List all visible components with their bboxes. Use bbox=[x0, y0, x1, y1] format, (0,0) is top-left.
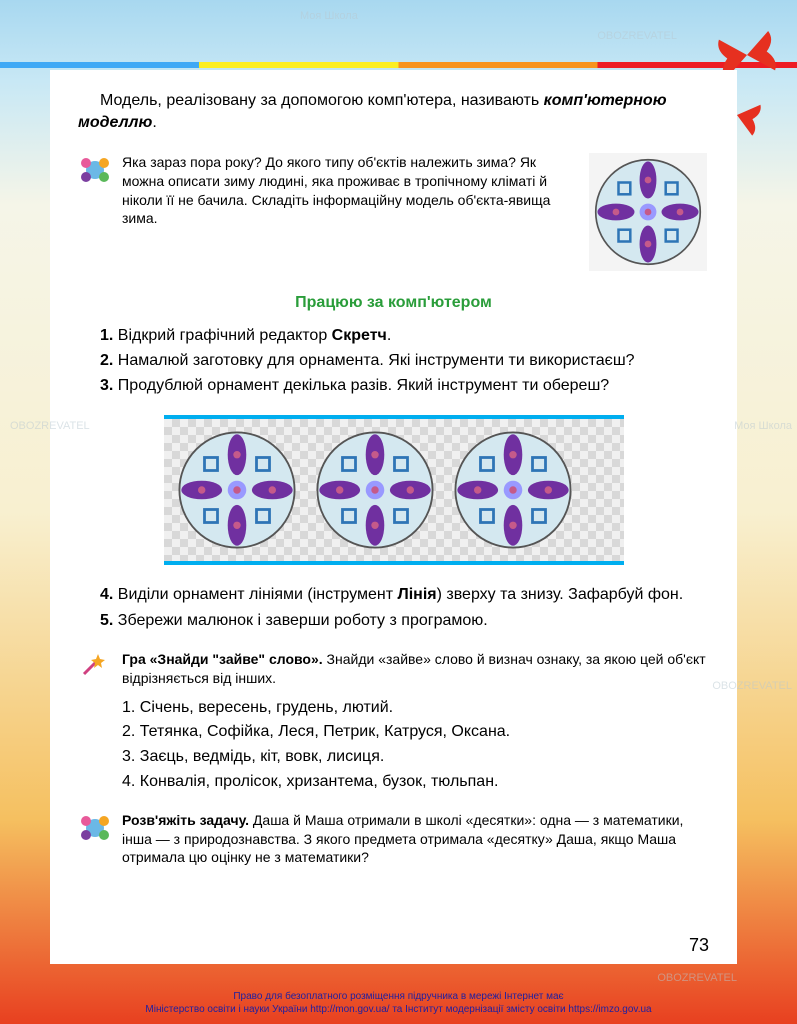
watermark: OBOZREVATEL bbox=[657, 972, 737, 984]
numbered-steps: 1. Відкрий графічний редактор Скретч. 2.… bbox=[78, 324, 709, 398]
question-text: Яка зараз пора року? До якого типу об'єк… bbox=[122, 153, 579, 276]
watermark: Моя Школа bbox=[300, 10, 358, 22]
task-text-wrap: Розв'яжіть задачу. Даша й Маша отримали … bbox=[122, 811, 709, 868]
footer-credits: Право для безоплатного розміщення підруч… bbox=[0, 990, 797, 1016]
watermark: OBOZREVATEL bbox=[597, 30, 677, 42]
wand-icon bbox=[78, 650, 112, 688]
intro-text: Модель, реалізовану за допомогою комп'ют… bbox=[100, 92, 544, 109]
page-number: 73 bbox=[689, 935, 709, 956]
footer-line-1: Право для безоплатного розміщення підруч… bbox=[0, 990, 797, 1003]
intro-period: . bbox=[152, 114, 156, 131]
ornament-thumbnail bbox=[589, 153, 709, 276]
question-block: Яка зараз пора року? До якого типу об'єк… bbox=[78, 153, 709, 276]
game-line-4: 4. Конвалія, пролісок, хризантема, бузок… bbox=[122, 770, 709, 795]
step-1: 1. Відкрий графічний редактор Скретч. bbox=[78, 324, 709, 347]
numbered-steps-2: 4. Виділи орнамент лініями (інструмент Л… bbox=[78, 583, 709, 631]
step-5: 5. Збережи малюнок і заверши роботу з пр… bbox=[78, 609, 709, 632]
game-line-3: 3. Заєць, ведмідь, кіт, вовк, лисиця. bbox=[122, 745, 709, 770]
step-3: 3. Продублюй орнамент декілька разів. Як… bbox=[78, 374, 709, 397]
page-content: Модель, реалізовану за допомогою комп'ют… bbox=[50, 70, 737, 964]
footer-line-2: Міністерство освіти і науки України http… bbox=[0, 1003, 797, 1016]
step-4: 4. Виділи орнамент лініями (інструмент Л… bbox=[78, 583, 709, 606]
game-line-2: 2. Тетянка, Софійка, Леся, Петрик, Катру… bbox=[122, 720, 709, 745]
task-block: Розв'яжіть задачу. Даша й Маша отримали … bbox=[78, 811, 709, 868]
ornament-strip-illustration bbox=[164, 415, 624, 565]
game-intro: Гра «Знайди "зайве" слово». Знайди «зайв… bbox=[122, 650, 709, 688]
task-title: Розв'яжіть задачу. bbox=[122, 812, 249, 828]
header-rainbow-divider bbox=[0, 62, 797, 68]
bullet-icon bbox=[78, 811, 112, 868]
step-2: 2. Намалюй заготовку для орнамента. Які … bbox=[78, 349, 709, 372]
bullet-icon bbox=[78, 153, 112, 276]
game-word-list: 1. Січень, вересень, грудень, лютий. 2. … bbox=[78, 696, 709, 795]
intro-paragraph: Модель, реалізовану за допомогою комп'ют… bbox=[78, 90, 709, 135]
watermark: Моя Школа bbox=[734, 420, 792, 432]
game-block: Гра «Знайди "зайве" слово». Знайди «зайв… bbox=[78, 650, 709, 688]
section-title: Працюю за комп'ютером bbox=[78, 294, 709, 312]
game-title: Гра «Знайди "зайве" слово». bbox=[122, 651, 323, 667]
game-line-1: 1. Січень, вересень, грудень, лютий. bbox=[122, 696, 709, 721]
